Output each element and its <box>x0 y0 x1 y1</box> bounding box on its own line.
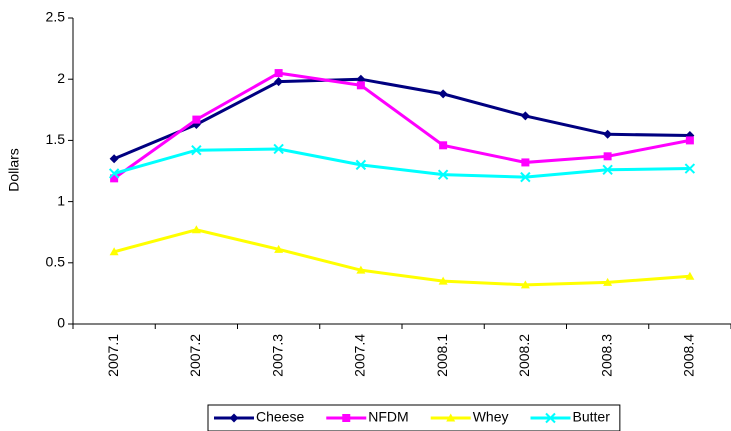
marker <box>109 247 119 256</box>
marker <box>521 158 530 167</box>
marker <box>603 129 613 139</box>
marker <box>685 271 695 280</box>
marker <box>191 144 202 156</box>
marker <box>356 81 365 90</box>
legend-label: Butter <box>573 409 611 425</box>
marker <box>109 154 119 164</box>
x-tick-label: 2008.2 <box>516 334 532 377</box>
marker <box>545 412 556 424</box>
marker <box>274 77 284 87</box>
marker <box>603 277 613 286</box>
y-tick-label: 1 <box>57 192 65 208</box>
x-tick-label: 2008.4 <box>681 334 697 377</box>
marker <box>437 169 449 180</box>
x-tick-label: 2007.1 <box>105 334 121 377</box>
series-line <box>113 228 690 287</box>
marker <box>520 111 530 121</box>
y-tick-label: 0 <box>57 315 65 331</box>
y-tick-label: 1.5 <box>46 131 66 147</box>
marker <box>192 115 201 124</box>
series-line <box>113 147 690 179</box>
series-line <box>113 77 690 161</box>
marker <box>355 159 367 171</box>
marker <box>685 136 694 145</box>
marker <box>684 163 696 174</box>
marker <box>439 141 448 150</box>
x-tick-label: 2007.3 <box>269 334 285 377</box>
marker <box>603 152 612 161</box>
x-tick-label: 2007.4 <box>352 334 368 377</box>
legend-label: Whey <box>473 409 509 425</box>
marker <box>520 280 530 289</box>
x-tick-label: 2007.2 <box>187 334 203 377</box>
marker <box>273 143 284 155</box>
legend-label: Cheese <box>256 409 304 425</box>
marker <box>602 164 613 175</box>
x-tick-label: 2008.1 <box>434 334 450 377</box>
marker <box>356 265 366 274</box>
legend-label: NFDM <box>368 409 408 425</box>
marker <box>274 69 283 78</box>
marker <box>342 414 351 422</box>
y-tick-label: 2 <box>57 70 65 86</box>
legend: Cheese NFDM Whey Butter <box>207 404 621 431</box>
marker <box>229 413 239 423</box>
series-line <box>113 71 691 180</box>
y-tick-label: 0.5 <box>46 254 66 270</box>
marker <box>274 244 284 253</box>
marker <box>108 168 120 179</box>
marker <box>191 225 201 234</box>
x-tick-label: 2008.3 <box>598 334 614 377</box>
marker <box>438 89 448 99</box>
marker <box>520 171 531 183</box>
y-tick-label: 2.5 <box>46 9 66 25</box>
marker <box>110 174 119 183</box>
y-axis-title: Dollars <box>6 148 22 192</box>
marker <box>446 413 456 422</box>
marker <box>438 276 448 285</box>
